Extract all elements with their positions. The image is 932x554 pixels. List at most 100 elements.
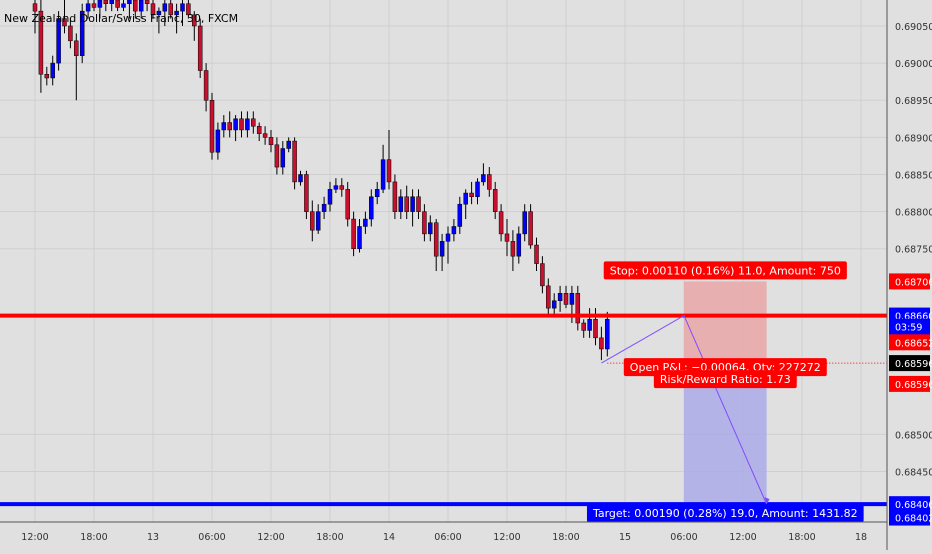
candle[interactable] — [180, 0, 185, 26]
candle[interactable] — [62, 0, 67, 34]
candle[interactable] — [581, 319, 586, 338]
candle[interactable] — [127, 0, 132, 19]
candle[interactable] — [209, 92, 215, 160]
candle[interactable] — [428, 215, 433, 242]
candle[interactable] — [551, 293, 557, 316]
candle[interactable] — [245, 111, 250, 138]
candle[interactable] — [174, 3, 179, 34]
candle[interactable] — [587, 308, 592, 338]
candle[interactable] — [351, 211, 356, 257]
candle[interactable] — [221, 115, 227, 138]
candle[interactable] — [528, 204, 533, 249]
candle[interactable] — [392, 174, 398, 220]
candle[interactable] — [416, 189, 421, 220]
candle[interactable] — [50, 55, 55, 86]
candles[interactable] — [32, 0, 610, 361]
candle[interactable] — [239, 111, 244, 138]
candle[interactable] — [510, 230, 516, 272]
candle[interactable] — [97, 0, 103, 19]
candle[interactable] — [504, 219, 510, 257]
candle[interactable] — [374, 181, 380, 205]
candle[interactable] — [433, 219, 439, 272]
candle[interactable] — [286, 137, 291, 153]
candle[interactable] — [292, 137, 297, 190]
candle[interactable] — [233, 115, 238, 142]
candle[interactable] — [481, 163, 486, 186]
candle[interactable] — [274, 137, 280, 175]
candle[interactable] — [557, 285, 563, 312]
candle[interactable] — [386, 129, 392, 190]
candle[interactable] — [534, 237, 539, 272]
candle[interactable] — [121, 0, 126, 12]
candle[interactable] — [363, 211, 368, 234]
candle[interactable] — [498, 204, 504, 242]
candle[interactable] — [487, 167, 492, 197]
candle[interactable] — [133, 0, 138, 19]
candle[interactable] — [91, 0, 97, 12]
candle[interactable] — [32, 0, 38, 34]
candle[interactable] — [339, 178, 345, 197]
candle[interactable] — [422, 204, 427, 242]
candle[interactable] — [463, 189, 468, 220]
candle[interactable] — [369, 189, 374, 227]
candle[interactable] — [357, 219, 362, 253]
candle[interactable] — [162, 0, 168, 26]
candle[interactable] — [150, 0, 156, 19]
candle[interactable] — [475, 178, 480, 205]
candle[interactable] — [74, 33, 79, 101]
candle[interactable] — [575, 285, 581, 331]
candle[interactable] — [115, 0, 120, 12]
candle[interactable] — [186, 0, 191, 19]
candle[interactable] — [321, 196, 327, 220]
candle[interactable] — [192, 11, 197, 41]
candle[interactable] — [516, 226, 522, 264]
candle[interactable] — [469, 181, 474, 205]
candle[interactable] — [345, 181, 350, 227]
candle[interactable] — [380, 144, 386, 194]
candle[interactable] — [38, 0, 44, 93]
candle[interactable] — [410, 189, 415, 227]
candle[interactable] — [256, 122, 262, 142]
candle[interactable] — [563, 285, 569, 309]
candle[interactable] — [197, 18, 203, 78]
candle[interactable] — [327, 181, 333, 212]
candle[interactable] — [144, 0, 150, 12]
candle[interactable] — [44, 66, 50, 86]
candle[interactable] — [457, 196, 463, 234]
candle[interactable] — [79, 3, 85, 64]
candle[interactable] — [404, 185, 409, 220]
candle[interactable] — [156, 7, 162, 34]
candle[interactable] — [138, 0, 144, 19]
candle[interactable] — [262, 126, 268, 145]
candle[interactable] — [522, 204, 527, 242]
candle[interactable] — [315, 204, 321, 234]
candle[interactable] — [546, 278, 551, 316]
candle[interactable] — [103, 0, 109, 12]
candle[interactable] — [251, 111, 256, 134]
candle[interactable] — [605, 311, 610, 357]
candle[interactable] — [56, 11, 61, 71]
x-tick-label: 12:00 — [21, 532, 48, 543]
candle[interactable] — [599, 326, 604, 361]
candle[interactable] — [451, 219, 457, 242]
candle[interactable] — [445, 226, 451, 264]
candle[interactable] — [304, 170, 309, 220]
candle[interactable] — [268, 129, 274, 153]
candle[interactable] — [439, 233, 445, 272]
candle[interactable] — [203, 63, 209, 112]
candle[interactable] — [492, 181, 498, 220]
candle[interactable] — [109, 0, 114, 12]
candle[interactable] — [168, 0, 173, 19]
candle[interactable] — [280, 141, 286, 175]
candle[interactable] — [540, 256, 545, 294]
candle[interactable] — [227, 111, 232, 138]
candle[interactable] — [310, 200, 315, 242]
candle[interactable] — [85, 0, 91, 19]
candle[interactable] — [298, 170, 303, 186]
candle[interactable] — [68, 18, 73, 49]
candle[interactable] — [398, 189, 404, 220]
candle[interactable] — [215, 122, 221, 160]
candle[interactable] — [333, 178, 339, 194]
